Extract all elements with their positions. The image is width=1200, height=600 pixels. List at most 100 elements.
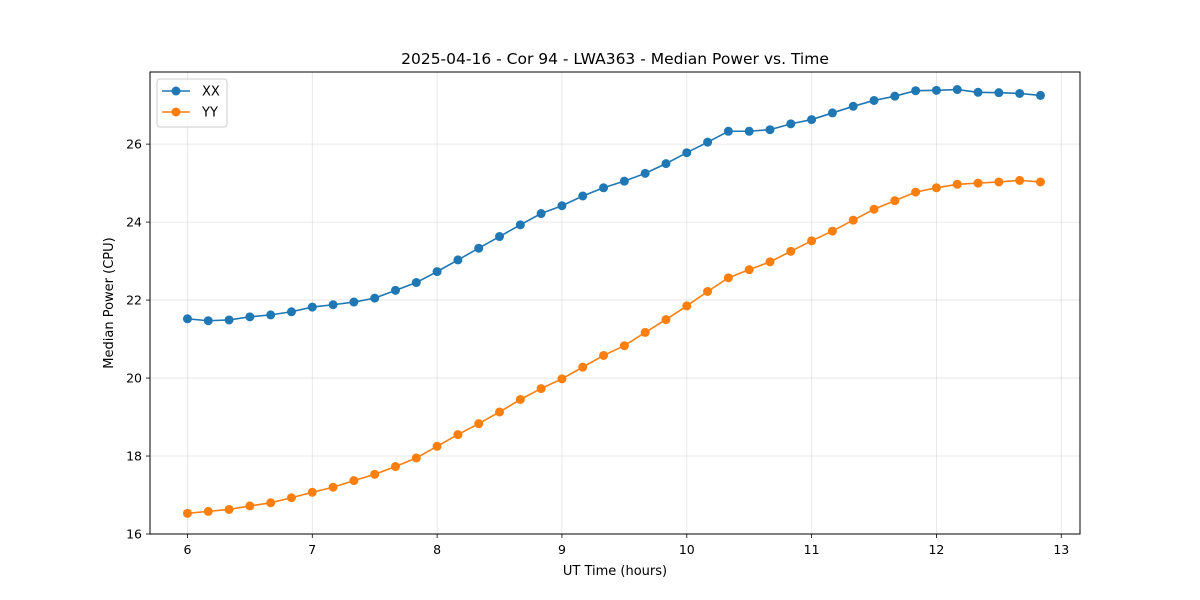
data-point-yy [224,504,234,514]
data-point-xx [744,126,754,136]
data-point-xx [286,307,296,317]
data-point-xx [1035,90,1045,100]
data-point-xx [224,315,234,325]
data-point-xx [307,302,317,312]
data-point-yy [827,226,837,236]
data-point-xx [723,126,733,136]
data-point-yy [391,462,401,472]
y-axis-label: Median Power (CPU) [102,237,117,368]
data-point-yy [786,246,796,256]
plot-frame [149,71,1081,535]
data-point-xx [411,278,421,288]
data-point-xx [578,191,588,201]
data-point-yy [245,501,255,511]
data-point-yy [474,419,484,429]
x-tick-label: 9 [558,542,566,557]
legend-label-xx: XX [202,85,220,100]
data-point-xx [1015,88,1025,98]
data-point-yy [182,508,192,518]
data-point-yy [931,183,941,193]
data-point-xx [827,108,837,118]
data-point-xx [203,316,213,326]
data-point-yy [848,215,858,225]
data-point-yy [911,187,921,197]
x-tick-label: 13 [1053,542,1069,557]
legend-label-yy: YY [201,106,218,121]
data-point-yy [328,482,338,492]
data-point-yy [266,498,276,508]
data-point-xx [515,220,525,230]
data-point-yy [1015,175,1025,185]
data-point-xx [911,86,921,96]
data-point-xx [495,232,505,242]
x-tick-label: 10 [679,542,695,557]
data-point-yy [307,487,317,497]
data-point-yy [1035,177,1045,187]
data-point-yy [557,374,567,384]
data-point-yy [203,506,213,516]
data-point-xx [973,87,983,97]
data-point-xx [786,119,796,129]
data-point-xx [370,293,380,303]
data-point-xx [453,255,463,265]
data-point-yy [411,453,421,463]
data-point-xx [994,88,1004,98]
series-yy [182,175,1045,518]
data-point-xx [557,201,567,211]
data-point-xx [952,85,962,95]
y-tick-label: 18 [126,449,142,464]
data-point-xx [328,300,338,310]
y-tick-label: 26 [126,137,142,152]
y-tick-label: 16 [126,527,142,542]
data-point-xx [536,209,546,219]
data-point-xx [474,243,484,253]
data-point-yy [765,257,775,267]
y-tick-label: 20 [126,371,142,386]
data-point-xx [807,115,817,125]
x-tick-label: 12 [928,542,944,557]
data-point-xx [182,314,192,324]
data-point-yy [952,179,962,189]
data-point-yy [682,301,692,311]
data-point-xx [245,312,255,322]
data-point-yy [370,469,380,479]
data-point-xx [682,148,692,158]
x-tick-label: 7 [308,542,316,557]
data-point-xx [432,267,442,277]
data-point-xx [619,176,629,186]
data-point-yy [349,476,359,486]
data-point-yy [994,177,1004,187]
data-point-yy [453,430,463,440]
legend-marker-xx [171,86,181,96]
data-point-xx [599,183,609,193]
data-point-xx [391,285,401,295]
data-point-yy [536,384,546,394]
data-point-yy [869,204,879,214]
data-point-yy [973,178,983,188]
data-point-yy [578,362,588,372]
y-tick-label: 22 [126,293,142,308]
data-point-yy [619,341,629,351]
data-point-xx [349,297,359,307]
data-point-xx [661,159,671,169]
data-point-xx [931,85,941,95]
data-point-xx [266,310,276,320]
data-point-xx [848,101,858,111]
x-axis-label: UT Time (hours) [563,564,667,579]
x-tick-label: 6 [183,542,191,557]
data-point-yy [807,236,817,246]
data-point-xx [869,95,879,105]
chart-title: 2025-04-16 - Cor 94 - LWA363 - Median Po… [401,50,829,68]
axis-ticks: 6 7 8 9 10 11 12 13 16 18 20 22 24 26 [126,137,1069,557]
x-tick-label: 11 [804,542,820,557]
series-xx [182,85,1045,326]
data-point-yy [432,441,442,451]
data-point-xx [703,137,713,147]
data-point-yy [286,493,296,503]
data-point-yy [599,350,609,360]
data-point-yy [495,407,505,417]
data-point-yy [744,265,754,275]
data-point-yy [661,315,671,325]
data-point-yy [640,327,650,337]
